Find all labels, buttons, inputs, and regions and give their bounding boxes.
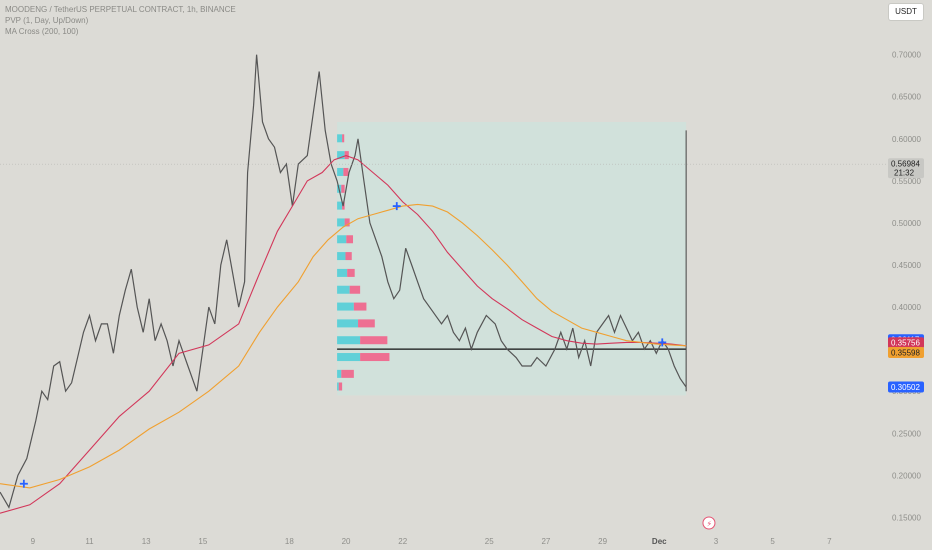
x-tick-label: 15 <box>198 537 207 546</box>
y-tick-label: 0.60000 <box>892 135 921 144</box>
x-tick-label: 13 <box>142 537 151 546</box>
symbol-title[interactable]: MOODENG / TetherUS PERPETUAL CONTRACT, 1… <box>5 5 236 14</box>
vp-bar-up <box>337 151 345 160</box>
ma-200-series <box>0 203 687 489</box>
vp-bar-down <box>345 252 352 261</box>
price-tag-value: 0.30502 <box>891 383 920 392</box>
chart-legend: MOODENG / TetherUS PERPETUAL CONTRACT, 1… <box>5 4 236 37</box>
vp-bar-down <box>342 134 345 143</box>
vp-bar-up <box>337 268 348 277</box>
vp-bar-up <box>337 285 350 294</box>
vp-bar-down <box>349 285 361 294</box>
price-tag <box>888 381 924 393</box>
x-tick-label: 29 <box>598 537 607 546</box>
vp-bar-down <box>360 336 388 345</box>
y-tick-label: 0.65000 <box>892 93 921 102</box>
price-tag-time: 21:32 <box>894 169 915 178</box>
price-tag-value: 0.35598 <box>891 348 920 357</box>
vp-bar-up <box>337 167 344 176</box>
currency-button[interactable]: USDT <box>888 3 924 21</box>
indicator-pvp[interactable]: PVP (1, Day, Up/Down) <box>5 16 89 25</box>
vp-bar-up <box>337 319 359 328</box>
y-tick-label: 0.15000 <box>892 513 921 522</box>
price-series <box>0 54 687 509</box>
vp-bar-down <box>343 167 349 176</box>
vp-bar-down <box>360 353 390 362</box>
vp-bar-down <box>344 151 349 160</box>
vp-bar-up <box>337 252 346 261</box>
vp-bar-up <box>337 382 339 391</box>
x-tick-label: 7 <box>827 537 832 546</box>
x-tick-label: 22 <box>398 537 407 546</box>
price-tag <box>888 346 924 358</box>
vp-bar-up <box>337 235 347 244</box>
vp-bar-up <box>337 201 343 210</box>
y-tick-label: 0.25000 <box>892 429 921 438</box>
vp-bar-down <box>346 235 354 244</box>
x-tick-label: 25 <box>485 537 494 546</box>
x-tick-label: 5 <box>770 537 775 546</box>
x-tick-label: 18 <box>285 537 294 546</box>
y-tick-label: 0.40000 <box>892 303 921 312</box>
x-tick-label: Dec <box>652 537 667 546</box>
y-tick-label: 0.70000 <box>892 51 921 60</box>
vp-bar-up <box>337 302 354 311</box>
x-tick-label: 20 <box>342 537 351 546</box>
price-tag-value: 0.56984 <box>891 160 920 169</box>
ma-100-series <box>0 155 687 514</box>
indicator-ma-cross[interactable]: MA Cross (200, 100) <box>5 27 79 36</box>
y-tick-label: 0.20000 <box>892 471 921 480</box>
vp-bar-down <box>338 382 343 391</box>
vp-bar-down <box>341 184 345 193</box>
vp-bar-up <box>337 218 345 227</box>
y-tick-label: 0.45000 <box>892 261 921 270</box>
volume-profile-area <box>337 121 687 396</box>
vp-bar-down <box>341 369 354 378</box>
price-tag <box>888 158 924 179</box>
vp-bar-up <box>337 134 343 143</box>
vp-bar-down <box>347 268 355 277</box>
vp-bar-down <box>358 319 375 328</box>
x-tick-label: 11 <box>85 537 94 546</box>
x-tick-label: 9 <box>31 537 36 546</box>
x-tick-label: 3 <box>714 537 719 546</box>
price-tag-value: 0.35756 <box>891 339 920 348</box>
y-tick-label: 0.50000 <box>892 219 921 228</box>
lightning-icon-glyph: ⚡ <box>706 520 712 529</box>
vp-bar-down <box>344 218 350 227</box>
x-tick-label: 27 <box>541 537 550 546</box>
price-tag <box>888 337 924 349</box>
vp-bar-down <box>353 302 367 311</box>
lightning-icon <box>702 516 716 530</box>
vp-bar-up <box>337 369 342 378</box>
vp-bar-up <box>337 336 361 345</box>
vp-bar-up <box>337 353 361 362</box>
y-tick-label: 0.55000 <box>892 177 921 186</box>
